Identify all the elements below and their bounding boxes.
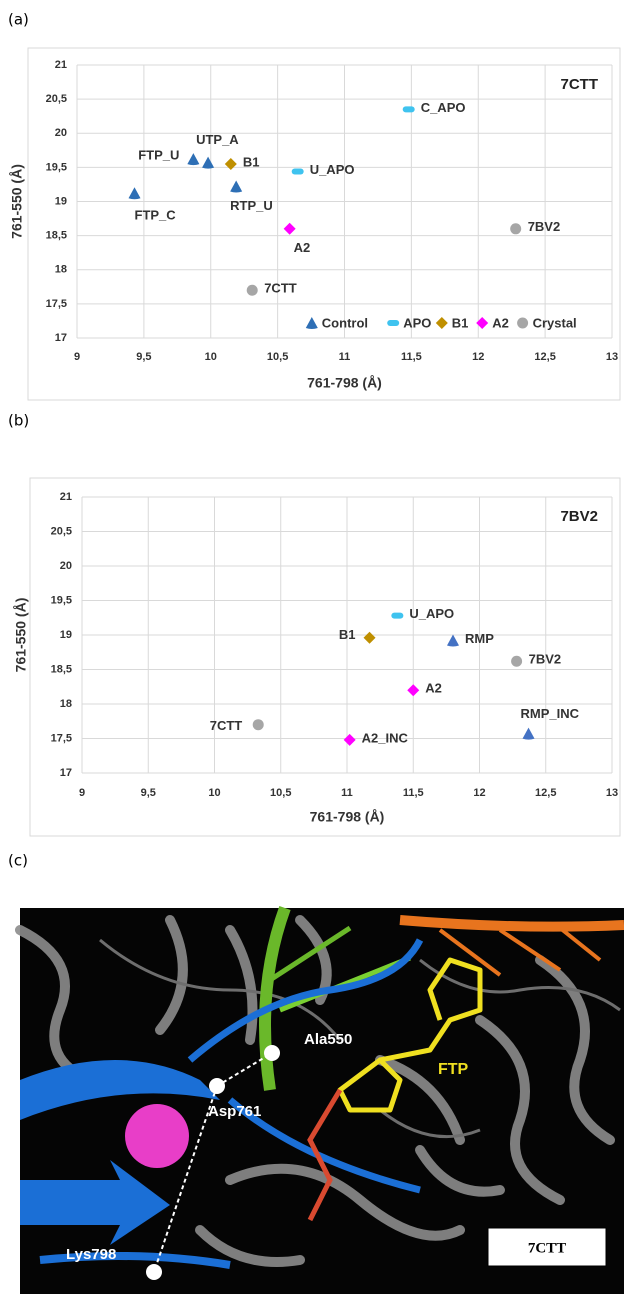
point xyxy=(247,285,258,296)
y-axis-title: 761-550 (Å) xyxy=(9,164,25,239)
y-tick-label: 18,5 xyxy=(51,663,72,675)
point-label: B1 xyxy=(243,154,260,169)
x-axis-title: 761-798 (Å) xyxy=(307,375,382,391)
y-tick-label: 20 xyxy=(60,560,72,572)
residue-label: Asp761 xyxy=(208,1103,261,1120)
point-label: A2 xyxy=(425,681,442,696)
x-tick-label: 11,5 xyxy=(403,787,424,799)
point-label: RTP_U xyxy=(230,198,273,213)
y-tick-label: 17,5 xyxy=(51,732,72,744)
x-tick-label: 13 xyxy=(606,787,618,799)
x-tick-label: 9,5 xyxy=(141,787,156,799)
x-tick-label: 11 xyxy=(339,351,351,363)
point-label: 7CTT xyxy=(210,718,243,733)
y-tick-label: 20,5 xyxy=(51,525,72,537)
y-tick-label: 20 xyxy=(55,127,67,139)
chart-title: 7BV2 xyxy=(560,508,598,525)
point-label: FTP_U xyxy=(138,148,179,163)
x-tick-label: 12,5 xyxy=(535,787,556,799)
y-axis-title: 761-550 (Å) xyxy=(13,598,29,673)
y-tick-label: 19,5 xyxy=(51,594,72,606)
chart: 17 17,5 18 18,5 19 19,5 20 20,5 21 9 9,5 10 10,5 11 11… xyxy=(9,48,620,400)
point-label: A2_INC xyxy=(362,730,409,745)
y-tick-label: 17 xyxy=(60,767,72,779)
legend-label: A2 xyxy=(492,315,509,330)
panel-label: (b) xyxy=(8,412,29,430)
structure-image: Ala550 Asp761 Lys798 FTP 7CTT xyxy=(20,908,624,1294)
ligand-label: FTP xyxy=(438,1061,469,1078)
x-tick-label: 10 xyxy=(205,351,217,363)
point xyxy=(253,719,264,730)
y-tick-label: 19 xyxy=(60,629,72,641)
point-label: 7CTT xyxy=(264,281,297,296)
x-tick-label: 11 xyxy=(341,787,353,799)
panel-label: (c) xyxy=(8,852,28,870)
point-label: U_APO xyxy=(409,606,454,621)
figure: (a) (b) (c) xyxy=(0,0,624,1294)
legend-marker xyxy=(387,320,399,326)
point xyxy=(510,223,521,234)
point-label: FTP_C xyxy=(135,208,177,223)
model-label: 7CTT xyxy=(528,1240,566,1256)
y-tick-label: 18,5 xyxy=(46,230,67,242)
x-tick-label: 9 xyxy=(74,351,80,363)
point-label: 7BV2 xyxy=(529,652,562,667)
point xyxy=(391,613,403,619)
x-tick-label: 9,5 xyxy=(136,351,151,363)
y-tick-label: 17 xyxy=(55,332,67,344)
x-tick-label: 10,5 xyxy=(270,787,291,799)
point-label: 7BV2 xyxy=(528,219,561,234)
page: {"panel_labels": ["(a)", "(b)", "(c)"], … xyxy=(0,0,624,1294)
x-tick-label: 13 xyxy=(606,351,618,363)
point xyxy=(292,168,304,174)
legend-label: Crystal xyxy=(533,315,577,330)
x-tick-label: 10,5 xyxy=(267,351,288,363)
legend-label: APO xyxy=(403,315,431,330)
legend-label: Control xyxy=(322,315,368,330)
y-tick-label: 19 xyxy=(55,195,67,207)
x-tick-label: 12 xyxy=(472,351,484,363)
point-label: A2 xyxy=(294,240,311,255)
residue-label: Lys798 xyxy=(66,1246,116,1263)
x-tick-label: 12 xyxy=(473,787,485,799)
x-tick-label: 10 xyxy=(208,787,220,799)
point-label: UTP_A xyxy=(196,132,239,147)
chart-title: 7CTT xyxy=(561,76,599,93)
y-tick-label: 18 xyxy=(60,698,72,710)
y-tick-label: 21 xyxy=(55,59,67,71)
y-tick-label: 19,5 xyxy=(46,161,67,173)
x-tick-label: 12,5 xyxy=(534,351,555,363)
legend-marker xyxy=(517,318,528,329)
y-tick-label: 21 xyxy=(60,491,72,503)
y-tick-label: 20,5 xyxy=(46,93,67,105)
panel-label: (a) xyxy=(8,11,29,29)
legend-label: B1 xyxy=(452,315,469,330)
point xyxy=(403,106,415,112)
y-tick-label: 17,5 xyxy=(46,298,67,310)
point-label: C_APO xyxy=(421,100,466,115)
point-label: RMP xyxy=(465,631,494,646)
point xyxy=(511,656,522,667)
point-label: U_APO xyxy=(310,162,355,177)
x-tick-label: 11,5 xyxy=(401,351,422,363)
point-label: B1 xyxy=(339,627,356,642)
point-label: RMP_INC xyxy=(521,706,580,721)
chart: 17 17,5 18 18,5 19 19,5 20 20,5 21 9 9,5 10 10,5 11 11… xyxy=(13,478,620,836)
x-tick-label: 9 xyxy=(79,787,85,799)
y-tick-label: 18 xyxy=(55,264,67,276)
x-axis-title: 761-798 (Å) xyxy=(310,809,385,825)
residue-label: Ala550 xyxy=(304,1031,352,1048)
